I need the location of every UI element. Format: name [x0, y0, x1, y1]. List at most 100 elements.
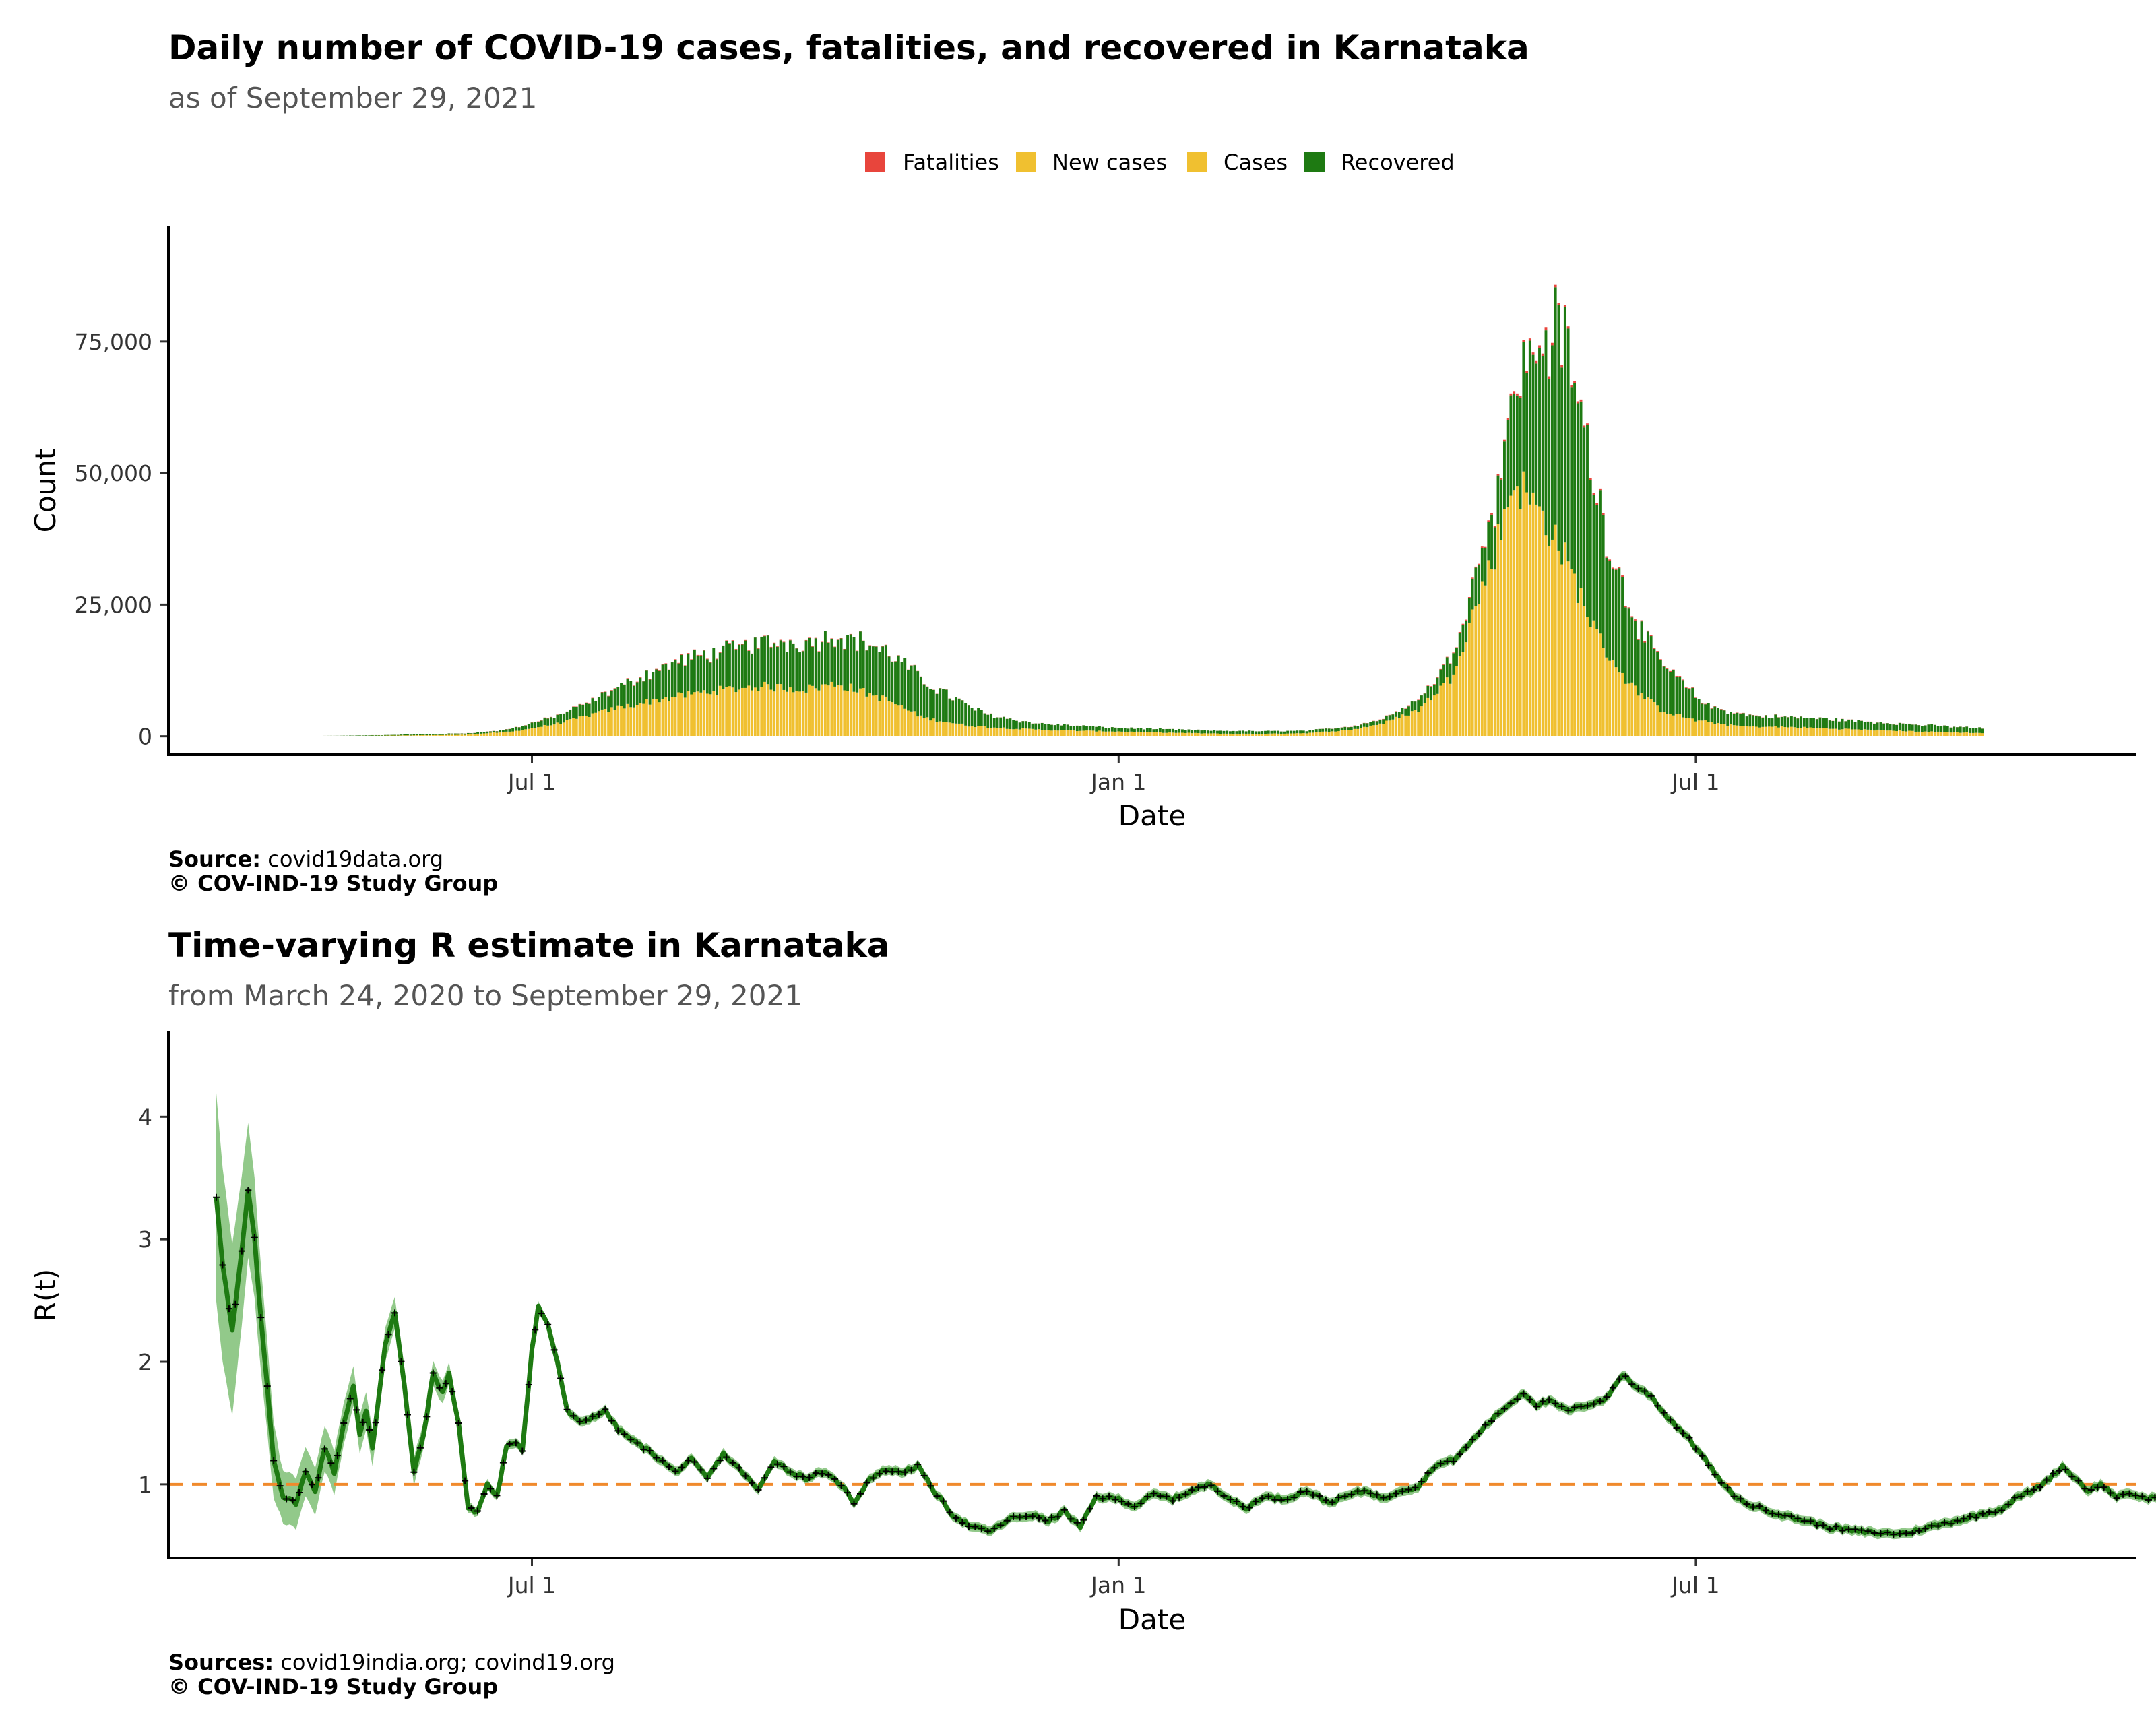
- bar-recovered: [1110, 727, 1114, 732]
- bar-cases: [1178, 732, 1181, 736]
- rt-point: [1163, 1493, 1170, 1500]
- bar-cases: [1544, 535, 1548, 736]
- rt-point: [1667, 1416, 1674, 1424]
- rt-point: [538, 1309, 545, 1317]
- bar-fatalities: [1442, 664, 1445, 665]
- bar-cases: [843, 690, 846, 736]
- bar-recovered: [1978, 727, 1981, 733]
- bar-fatalities: [1500, 478, 1503, 480]
- rt-point: [825, 1471, 832, 1478]
- bar-recovered: [1672, 670, 1675, 716]
- bar-recovered: [843, 649, 846, 691]
- bar-cases: [705, 693, 709, 736]
- rt-point: [1239, 1503, 1246, 1510]
- bar-cases: [1694, 721, 1697, 736]
- bar-recovered: [1143, 729, 1146, 732]
- bar-cases: [620, 706, 623, 736]
- rt-point: [933, 1493, 941, 1500]
- bar-fatalities: [1570, 385, 1573, 388]
- bar-cases: [1758, 727, 1761, 736]
- bar-cases: [1653, 701, 1656, 736]
- bar-recovered: [1560, 367, 1564, 565]
- bar-cases: [945, 722, 948, 736]
- rt-point: [2113, 1495, 2120, 1502]
- bar-cases: [604, 708, 607, 736]
- bar-cases: [773, 691, 776, 736]
- bar-recovered: [1327, 728, 1331, 732]
- rt-point: [225, 1305, 232, 1313]
- bar-cases: [1583, 606, 1586, 736]
- bar-recovered: [1697, 699, 1701, 721]
- bar-cases: [1975, 732, 1978, 736]
- bar-recovered: [1879, 722, 1882, 730]
- bar-fatalities: [1598, 488, 1602, 491]
- bar-recovered: [731, 640, 734, 688]
- bar-cases: [1847, 728, 1851, 736]
- rt-point: [1054, 1513, 1062, 1521]
- bar-recovered: [1863, 722, 1866, 730]
- bar-fatalities: [604, 691, 607, 693]
- rt-point: [837, 1482, 845, 1489]
- bar-recovered: [1506, 420, 1509, 508]
- rt-point: [1010, 1513, 1017, 1520]
- bar-cases: [495, 732, 499, 736]
- bar-recovered: [728, 643, 731, 687]
- rt-point: [1864, 1528, 1872, 1535]
- bar-recovered: [381, 735, 384, 736]
- bar-recovered: [1050, 724, 1053, 731]
- bar-recovered: [1739, 713, 1742, 726]
- bar-cases: [1005, 728, 1009, 736]
- rt-point: [1214, 1487, 1222, 1495]
- bar-recovered: [464, 733, 467, 735]
- bar-recovered: [1213, 730, 1216, 734]
- bar-cases: [859, 688, 862, 736]
- bar-recovered: [1040, 723, 1044, 730]
- bar-recovered: [1701, 703, 1704, 721]
- bar-cases: [1936, 731, 1940, 736]
- rt-point: [219, 1261, 226, 1269]
- bar-fatalities: [795, 648, 798, 649]
- bar-recovered: [1662, 666, 1666, 712]
- bar-cases: [1257, 734, 1261, 736]
- bar-fatalities: [1465, 619, 1468, 621]
- rt-point: [703, 1474, 711, 1482]
- bar-recovered: [1452, 653, 1455, 675]
- bar-recovered: [1748, 714, 1752, 727]
- bar-recovered: [712, 648, 716, 691]
- bar-cases: [951, 723, 955, 736]
- bar-fatalities: [1643, 641, 1647, 643]
- rt-point: [685, 1457, 692, 1464]
- bar-recovered: [1789, 716, 1793, 727]
- rt-point: [678, 1464, 685, 1471]
- bar-cases: [1787, 727, 1790, 736]
- bar-cases: [935, 722, 939, 736]
- bar-cases: [1423, 703, 1426, 736]
- bar-recovered: [1312, 730, 1314, 733]
- rt-point: [263, 1383, 271, 1390]
- rt-point: [1513, 1395, 1521, 1403]
- bar-recovered: [1458, 633, 1461, 656]
- bar-cases: [1098, 730, 1101, 736]
- bar-recovered: [1666, 668, 1669, 714]
- bar-cases: [1761, 726, 1765, 736]
- rt-point: [1201, 1483, 1209, 1491]
- bar-cases: [1924, 731, 1927, 736]
- bar-recovered: [668, 670, 670, 701]
- bar-fatalities: [588, 703, 591, 704]
- bar-cases: [1465, 642, 1468, 736]
- rt-point: [666, 1463, 673, 1470]
- bar-cases: [1292, 733, 1296, 736]
- bar-cases: [1314, 732, 1318, 736]
- bar-cases: [1748, 726, 1752, 736]
- bar-recovered: [1439, 669, 1442, 686]
- bar-cases: [1509, 495, 1513, 736]
- bar-cases: [1943, 732, 1946, 736]
- bar-recovered: [1171, 728, 1174, 733]
- rt-point: [1839, 1527, 1846, 1534]
- bar-recovered: [1104, 728, 1108, 732]
- bar-fatalities: [1691, 687, 1694, 688]
- bar-recovered: [1487, 522, 1490, 561]
- bar-recovered: [1120, 728, 1123, 732]
- bar-cases: [633, 707, 635, 736]
- bar-cases: [1662, 712, 1666, 736]
